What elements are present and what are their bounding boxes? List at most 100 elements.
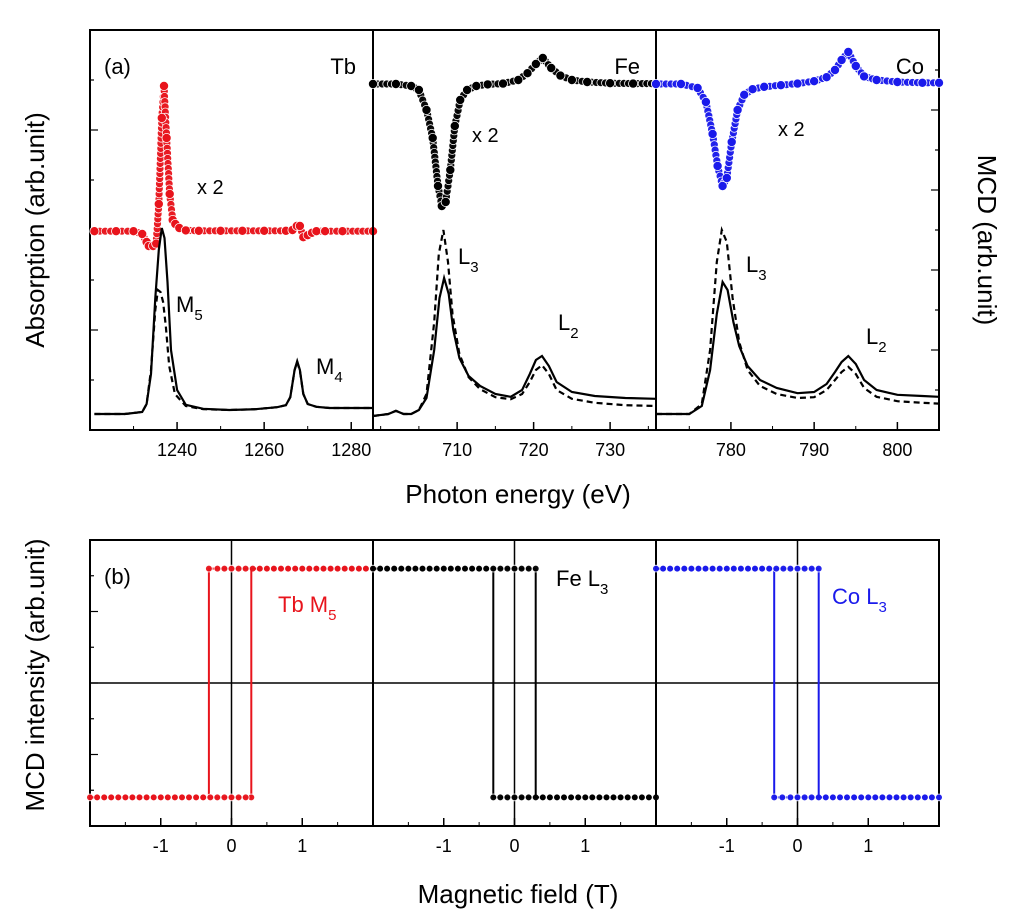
data-point bbox=[111, 226, 122, 237]
panel-label-a: (a) bbox=[104, 54, 131, 79]
data-point bbox=[153, 198, 164, 209]
data-point bbox=[807, 793, 816, 802]
data-point bbox=[917, 77, 928, 88]
data-point bbox=[397, 564, 406, 573]
x-tick-label: 780 bbox=[716, 440, 746, 460]
xas-dashed-line bbox=[372, 229, 657, 418]
data-point bbox=[770, 793, 778, 802]
data-point bbox=[729, 564, 738, 573]
edge-label-main: L3 bbox=[458, 244, 479, 276]
scale-annotation: x 2 bbox=[197, 177, 224, 199]
data-point bbox=[878, 793, 887, 802]
data-point bbox=[651, 79, 662, 90]
panel-b-Fe: -1 0 1 Fe L3 bbox=[369, 539, 660, 856]
x-tick-label: 1 bbox=[580, 836, 590, 856]
data-point bbox=[546, 63, 557, 74]
data-point bbox=[241, 564, 250, 573]
data-point bbox=[362, 564, 370, 573]
x-tick-label: -1 bbox=[719, 836, 735, 856]
data-point bbox=[291, 564, 300, 573]
x-tick-label: -1 bbox=[436, 836, 452, 856]
data-point bbox=[425, 564, 434, 573]
data-point bbox=[567, 793, 575, 802]
data-point bbox=[404, 564, 413, 573]
data-point bbox=[717, 180, 728, 191]
data-point bbox=[337, 226, 348, 237]
data-point bbox=[721, 172, 732, 183]
data-point bbox=[821, 72, 832, 83]
data-point bbox=[390, 79, 401, 90]
data-point bbox=[645, 793, 653, 802]
data-point bbox=[623, 793, 632, 802]
edge-label-second: L2 bbox=[866, 324, 887, 356]
data-point bbox=[524, 564, 533, 573]
data-point bbox=[800, 564, 809, 573]
data-point bbox=[885, 793, 894, 802]
data-point bbox=[421, 105, 432, 116]
mcd-y-label: MCD (arb.unit) bbox=[972, 155, 1002, 325]
data-point bbox=[555, 70, 566, 81]
data-point bbox=[694, 564, 703, 573]
data-point bbox=[722, 564, 731, 573]
data-point bbox=[793, 564, 802, 573]
data-point bbox=[680, 564, 689, 573]
data-point bbox=[892, 77, 903, 88]
data-point bbox=[340, 564, 349, 573]
data-point bbox=[220, 564, 229, 573]
data-point bbox=[628, 78, 639, 89]
data-point bbox=[294, 220, 305, 231]
x-tick-label: 0 bbox=[509, 836, 519, 856]
data-point bbox=[461, 564, 469, 573]
data-point bbox=[439, 564, 448, 573]
data-point bbox=[462, 85, 473, 96]
data-point bbox=[220, 793, 229, 802]
data-point bbox=[475, 564, 483, 573]
xas-dashed-line bbox=[94, 287, 373, 416]
data-point bbox=[445, 164, 456, 175]
data-point bbox=[241, 793, 250, 802]
x-tick-label: 0 bbox=[792, 836, 802, 856]
data-point bbox=[406, 81, 417, 92]
data-point bbox=[137, 228, 148, 239]
data-point bbox=[284, 564, 292, 573]
data-point bbox=[180, 225, 191, 236]
data-point bbox=[234, 793, 243, 802]
element-label: Fe bbox=[614, 54, 640, 79]
data-point bbox=[128, 793, 137, 802]
xmcd-line bbox=[94, 85, 373, 247]
x-tick-label: 1 bbox=[297, 836, 307, 856]
data-point bbox=[270, 564, 278, 573]
data-point bbox=[121, 793, 130, 802]
data-point bbox=[482, 564, 491, 573]
data-point bbox=[836, 55, 847, 66]
data-point bbox=[185, 793, 193, 802]
data-point bbox=[206, 793, 215, 802]
panel-label-b: (b) bbox=[104, 564, 131, 589]
data-point bbox=[496, 564, 505, 573]
data-point bbox=[638, 793, 646, 802]
x-tick-label: 1240 bbox=[157, 440, 197, 460]
data-point bbox=[574, 793, 582, 802]
data-point bbox=[800, 793, 809, 802]
data-point bbox=[277, 564, 285, 573]
edge-label-second: L2 bbox=[558, 310, 579, 342]
x-tick-label: 800 bbox=[882, 440, 912, 460]
data-point bbox=[513, 75, 524, 86]
data-point bbox=[446, 564, 455, 573]
data-point bbox=[666, 564, 674, 573]
data-point bbox=[778, 793, 787, 802]
data-point bbox=[739, 89, 750, 100]
data-point bbox=[367, 79, 378, 90]
data-point bbox=[792, 78, 803, 89]
data-point bbox=[581, 793, 590, 802]
data-point bbox=[164, 188, 175, 199]
data-point bbox=[605, 78, 616, 89]
data-point bbox=[759, 81, 770, 92]
data-point bbox=[726, 136, 737, 147]
data-point bbox=[732, 105, 743, 116]
scale-annotation: x 2 bbox=[778, 119, 805, 141]
x-tick-label: 730 bbox=[595, 440, 625, 460]
data-point bbox=[843, 47, 854, 58]
data-point bbox=[390, 564, 399, 573]
data-point bbox=[779, 564, 788, 573]
